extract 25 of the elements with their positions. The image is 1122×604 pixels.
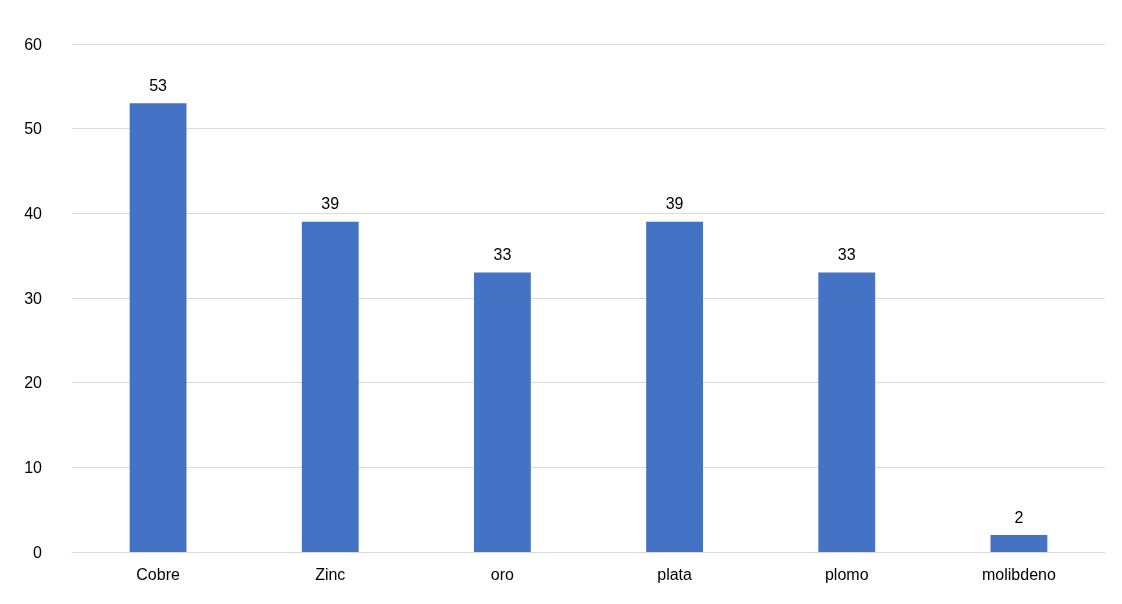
data-label: 39 [665,195,684,213]
data-label: 33 [837,246,856,264]
bar [646,221,703,552]
x-tick-label: plata [657,565,693,583]
x-tick-label: plomo [824,565,869,583]
x-tick-label: molibdeno [982,565,1056,583]
y-tick-label: 60 [24,35,43,53]
bar [990,535,1048,552]
data-label: 53 [149,76,168,94]
y-tick-label: 30 [24,289,43,307]
y-tick-label: 0 [33,543,43,561]
data-label: 2 [1014,508,1024,526]
y-tick-label: 10 [24,458,43,476]
x-tick-label: Zinc [315,565,346,583]
y-tick-label: 20 [24,374,43,392]
data-label: 33 [493,246,512,264]
bar [301,221,359,552]
data-label: 39 [321,195,340,213]
bar [818,272,876,552]
bar [129,103,187,552]
bar [474,272,531,552]
y-tick-label: 50 [24,120,43,138]
x-tick-label: Cobre [136,565,180,583]
y-tick-label: 40 [24,204,43,222]
x-tick-label: oro [490,565,515,583]
